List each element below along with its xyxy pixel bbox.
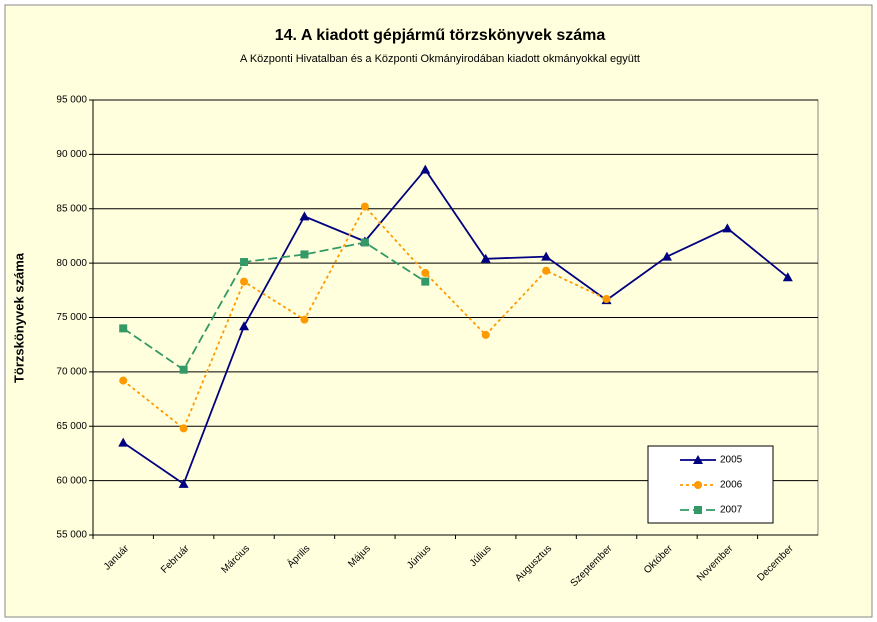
data-point — [299, 211, 310, 221]
data-point — [480, 253, 491, 263]
series-line — [122, 241, 426, 371]
y-tick-label: 90 000 — [56, 149, 87, 160]
y-tick-label: 70 000 — [56, 367, 87, 378]
y-tick-label: 95 000 — [56, 95, 87, 106]
legend-marker — [694, 506, 702, 514]
data-point — [119, 376, 128, 385]
data-point — [239, 321, 250, 331]
data-point — [300, 250, 309, 259]
data-point — [782, 272, 793, 282]
data-point — [421, 268, 430, 277]
legend-label: 2005 — [720, 455, 743, 466]
series-line — [122, 168, 789, 486]
data-point — [300, 315, 309, 324]
legend-marker — [694, 481, 702, 489]
legend-marker — [693, 455, 703, 464]
data-point — [119, 324, 128, 333]
data-point — [421, 277, 430, 286]
data-point — [722, 223, 733, 233]
data-point — [420, 164, 431, 174]
data-point — [179, 365, 188, 374]
legend-label: 2007 — [720, 505, 743, 516]
y-tick-label: 65 000 — [56, 421, 87, 432]
data-point — [481, 330, 490, 339]
data-point — [118, 437, 129, 447]
y-tick-label: 85 000 — [56, 203, 87, 214]
data-point — [542, 266, 551, 275]
chart-subtitle: A Központi Hivatalban és a Központi Okmá… — [240, 53, 640, 65]
data-point — [240, 277, 249, 286]
data-point — [541, 251, 552, 261]
y-tick-label: 75 000 — [56, 312, 87, 323]
y-tick-label: 55 000 — [56, 530, 87, 541]
data-point — [602, 295, 611, 304]
data-point — [360, 202, 369, 211]
y-tick-label: 80 000 — [56, 258, 87, 269]
chart-title: 14. A kiadott gépjármű törzskönyvek szám… — [275, 27, 606, 44]
data-point — [178, 478, 189, 488]
data-point — [240, 258, 249, 267]
data-point — [179, 424, 188, 433]
data-point — [360, 238, 369, 247]
legend-label: 2006 — [720, 480, 743, 491]
y-tick-label: 60 000 — [56, 475, 87, 486]
y-axis-label: Törzskönyvek száma — [11, 252, 26, 383]
data-point — [661, 251, 672, 261]
